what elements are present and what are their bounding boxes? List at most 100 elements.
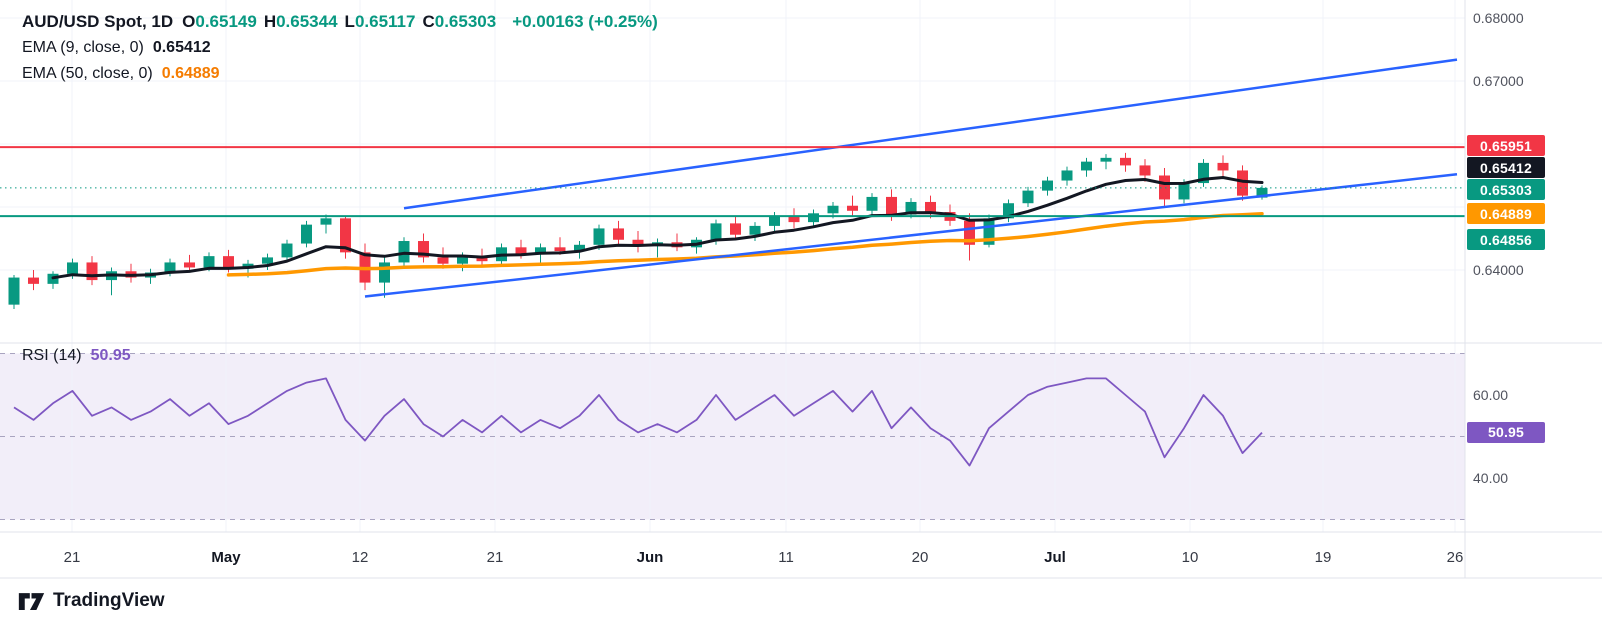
candle-body xyxy=(730,223,741,235)
candle-body xyxy=(223,256,234,269)
ema50-line xyxy=(226,211,1264,277)
time-axis-label: 19 xyxy=(1314,549,1332,566)
price-axis-badge: 0.64856 xyxy=(1467,229,1545,250)
candle-body xyxy=(769,215,780,226)
candle-body xyxy=(437,257,449,264)
time-axis-label: May xyxy=(211,549,241,566)
rsi-indicator-name: RSI (14) xyxy=(22,347,82,364)
candle-body xyxy=(613,228,624,240)
rsi-value-badge: 50.95 xyxy=(1467,421,1545,443)
ohlc-label: H xyxy=(263,11,277,31)
candle-body xyxy=(1003,203,1014,219)
time-axis-label: 10 xyxy=(1181,549,1199,566)
price-axis-badge: 0.65412 xyxy=(1467,157,1545,178)
time-axis-label: Jul xyxy=(1044,549,1066,566)
candle-body xyxy=(964,220,975,245)
rsi-indicator-value: 50.95 xyxy=(90,347,131,364)
price-axis-label: 0.68000 xyxy=(1473,10,1524,26)
time-axis-label: 21 xyxy=(63,549,81,566)
candle-body xyxy=(164,262,176,273)
candle-body xyxy=(281,243,293,258)
candle-body xyxy=(866,196,878,211)
candle-body xyxy=(1237,170,1248,196)
candle-body xyxy=(1159,175,1170,200)
candle-body xyxy=(1081,161,1092,171)
candle-body xyxy=(1139,165,1151,176)
candle-body xyxy=(379,262,390,283)
candle-body xyxy=(1178,183,1190,200)
rsi-axis-label: 60.00 xyxy=(1473,387,1509,403)
candle-body xyxy=(398,241,410,263)
legend-ema50-row[interactable]: EMA (50, close, 0) 0.64889 xyxy=(22,61,658,87)
candle-body xyxy=(340,218,351,253)
legend-ema9-row[interactable]: EMA (9, close, 0) 0.65412 xyxy=(22,35,658,61)
price-axis-label: 0.64000 xyxy=(1473,262,1524,278)
time-axis-label: 21 xyxy=(486,549,504,566)
ohlc-label: C xyxy=(422,11,435,31)
ohlc-value: 0.65117 xyxy=(354,11,416,31)
tradingview-logo-text: TradingView xyxy=(53,590,165,611)
ohlc-value: 0.65303 xyxy=(434,11,497,31)
candle-body xyxy=(632,239,644,247)
time-axis[interactable]: 21 May 12 21 Jun 11 20 Jul 10 19 26 xyxy=(0,533,1465,578)
ohlc-value: 0.65149 xyxy=(195,11,257,31)
candle-body xyxy=(86,262,98,281)
candle-body xyxy=(203,256,215,268)
rsi-legend-row[interactable]: RSI (14) 50.95 xyxy=(22,347,131,365)
candle-body xyxy=(418,241,429,258)
trendline[interactable] xyxy=(364,172,1458,298)
candle-body xyxy=(710,223,722,240)
candle-body xyxy=(1120,157,1131,166)
price-axis[interactable]: 0.68000 0.67000 0.64000 0.65951 0.65412 0.653… xyxy=(1465,0,1602,578)
candle-body xyxy=(262,257,273,264)
candle-body xyxy=(574,244,585,252)
ema50-indicator-name: EMA (50, close, 0) xyxy=(22,65,153,82)
time-axis-label: 20 xyxy=(911,549,929,566)
candle-body xyxy=(808,213,819,223)
candle-body xyxy=(886,196,897,215)
candle-body xyxy=(788,215,800,223)
trendline[interactable] xyxy=(403,58,1458,210)
candle-body xyxy=(535,247,546,254)
candle-body xyxy=(1042,180,1053,191)
candle-body xyxy=(749,225,761,235)
candle-body xyxy=(476,256,488,262)
candle-body xyxy=(925,201,936,213)
time-axis-label: 26 xyxy=(1446,549,1464,566)
candle-body xyxy=(593,228,605,245)
candle-body xyxy=(28,277,39,284)
candle-body xyxy=(1256,187,1268,198)
tradingview-logo-icon xyxy=(18,592,45,610)
price-axis-badge: 0.65303 xyxy=(1467,179,1545,200)
change-value: +0.00163 (+0.25%) xyxy=(512,11,658,31)
candle-body xyxy=(515,247,527,254)
ohlc-value: 0.65344 xyxy=(276,11,338,31)
rsi-line xyxy=(13,377,1263,467)
ema9-line xyxy=(51,176,1264,280)
candle-body xyxy=(184,262,195,268)
ema50-indicator-value: 0.64889 xyxy=(161,65,220,82)
candle-body xyxy=(301,224,312,244)
candle-body xyxy=(1217,162,1229,171)
candle-body xyxy=(320,218,332,225)
price-axis-badge: 0.65951 xyxy=(1467,135,1545,156)
ohlc-label: L xyxy=(344,11,355,31)
symbol-title: AUD/USD Spot, 1D xyxy=(22,11,174,31)
tradingview-attribution[interactable]: TradingView xyxy=(18,590,165,612)
candle-body xyxy=(1061,170,1073,181)
price-axis-label: 0.67000 xyxy=(1473,73,1524,89)
time-axis-label: Jun xyxy=(636,549,664,566)
price-axis-badge: 0.64889 xyxy=(1467,203,1545,224)
candle-body xyxy=(1198,162,1209,184)
ema9-indicator-name: EMA (9, close, 0) xyxy=(22,39,144,56)
candle-body xyxy=(827,205,839,214)
candle-body xyxy=(554,247,566,252)
time-axis-label: 12 xyxy=(351,549,369,566)
chart-legend: AUD/USD Spot, 1D O0.65149 H0.65344 L0.6511… xyxy=(22,8,658,87)
ohlc-label: O xyxy=(182,11,196,31)
legend-symbol-row[interactable]: AUD/USD Spot, 1D O0.65149 H0.65344 L0.6511… xyxy=(22,8,658,35)
time-axis-label: 11 xyxy=(778,549,794,566)
rsi-axis-label: 40.00 xyxy=(1473,470,1509,486)
candle-body xyxy=(67,262,78,274)
